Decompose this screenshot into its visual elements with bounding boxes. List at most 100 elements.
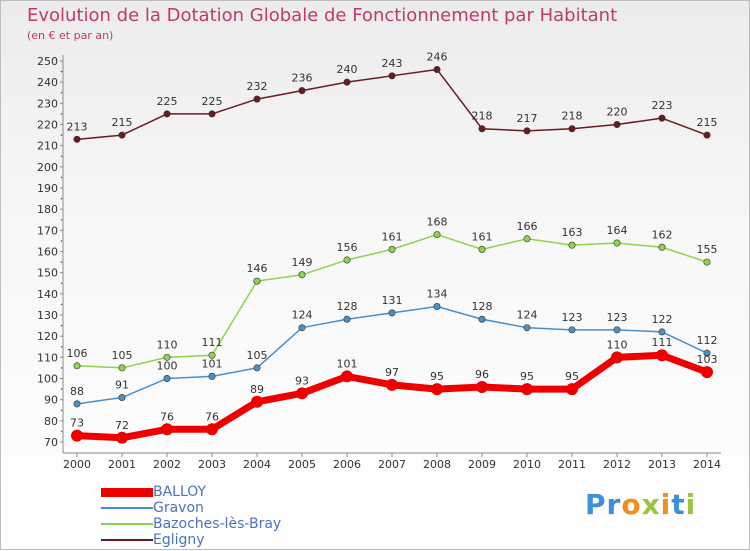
data-label: 161 — [472, 230, 493, 243]
data-point — [431, 383, 443, 396]
y-minor-tick — [60, 70, 63, 73]
data-point — [568, 125, 576, 133]
data-label: 218 — [562, 110, 583, 123]
data-label: 101 — [202, 357, 223, 370]
data-label: 103 — [697, 353, 718, 366]
data-point — [343, 256, 351, 264]
legend-label: Bazoches-lès-Bray — [153, 516, 282, 532]
data-point — [163, 374, 171, 382]
data-point — [568, 326, 576, 334]
data-point — [71, 429, 83, 442]
data-point — [433, 231, 441, 239]
data-point — [118, 364, 126, 372]
data-point — [73, 362, 81, 370]
data-point — [163, 353, 171, 361]
data-label: 97 — [385, 366, 399, 379]
data-label: 215 — [112, 116, 133, 129]
data-label: 91 — [115, 379, 129, 392]
data-label: 96 — [475, 368, 489, 381]
data-point — [298, 87, 306, 95]
y-minor-tick — [60, 113, 63, 115]
x-tick-label: 2009 — [468, 458, 496, 471]
x-tick-label: 2004 — [243, 458, 271, 471]
data-point — [73, 400, 81, 408]
data-point — [298, 271, 306, 279]
y-tick-label: 90 — [44, 394, 58, 407]
y-minor-tick — [60, 367, 63, 369]
x-tick-label: 2011 — [558, 458, 586, 471]
legend-swatch — [101, 523, 153, 525]
data-label: 146 — [247, 262, 268, 275]
legend-swatch — [101, 539, 153, 541]
y-tick-label: 230 — [37, 97, 58, 110]
data-label: 155 — [697, 243, 718, 256]
data-label: 105 — [112, 349, 133, 362]
data-label: 131 — [382, 294, 403, 307]
data-label: 218 — [472, 110, 493, 123]
y-tick-label: 250 — [37, 55, 58, 68]
y-tick-label: 150 — [37, 267, 58, 280]
data-label: 110 — [157, 338, 178, 351]
data-point — [208, 110, 216, 118]
y-minor-tick — [60, 134, 63, 136]
x-tick-label: 2008 — [423, 458, 451, 471]
data-label: 128 — [337, 300, 358, 313]
data-point — [613, 239, 621, 247]
x-tick-label: 2006 — [333, 458, 361, 471]
y-tick-label: 80 — [44, 415, 58, 428]
data-label: 73 — [70, 417, 84, 430]
data-label: 213 — [67, 120, 88, 133]
data-point — [116, 431, 128, 444]
data-point — [343, 78, 351, 86]
y-tick-label: 120 — [37, 330, 58, 343]
legend-item: Gravon — [101, 500, 281, 516]
data-point — [478, 125, 486, 133]
data-label: 88 — [70, 385, 84, 398]
data-point — [341, 370, 353, 383]
x-tick-label: 2000 — [63, 458, 91, 471]
data-label: 76 — [205, 410, 219, 423]
legend-item: BALLOY — [101, 484, 281, 500]
data-point — [656, 349, 668, 362]
data-point — [388, 309, 396, 317]
legend-swatch — [101, 487, 153, 497]
data-point — [253, 95, 261, 103]
y-minor-tick — [60, 218, 63, 221]
y-tick-label: 220 — [37, 119, 58, 132]
data-label: 162 — [652, 228, 673, 241]
y-minor-tick — [60, 176, 63, 179]
data-point — [433, 65, 441, 73]
data-point — [296, 387, 308, 400]
data-label: 168 — [427, 216, 448, 229]
data-point — [566, 383, 578, 396]
y-minor-tick — [60, 388, 63, 390]
y-minor-tick — [60, 430, 63, 433]
data-label: 225 — [157, 95, 178, 108]
data-point — [253, 277, 261, 285]
data-point — [611, 351, 623, 364]
y-minor-tick — [60, 197, 63, 200]
data-point — [523, 324, 531, 332]
data-label: 232 — [247, 80, 268, 93]
data-point — [118, 394, 126, 402]
data-point — [476, 380, 488, 393]
y-tick-label: 240 — [37, 76, 58, 89]
y-tick-label: 160 — [37, 246, 58, 259]
legend-label: Egligny — [153, 532, 205, 548]
y-tick-label: 210 — [37, 140, 58, 153]
data-label: 95 — [565, 370, 579, 383]
data-label: 164 — [607, 224, 628, 237]
data-label: 156 — [337, 241, 358, 254]
proxiti-logo: Proxiti — [585, 488, 697, 521]
x-tick-label: 2012 — [603, 458, 631, 471]
data-label: 217 — [517, 112, 538, 125]
data-point — [703, 349, 711, 357]
data-point — [163, 110, 171, 118]
data-point — [118, 131, 126, 139]
data-label: 124 — [517, 309, 538, 322]
data-label: 124 — [292, 309, 313, 322]
y-tick-label: 140 — [37, 288, 58, 301]
data-label: 93 — [295, 374, 309, 387]
data-label: 161 — [382, 230, 403, 243]
